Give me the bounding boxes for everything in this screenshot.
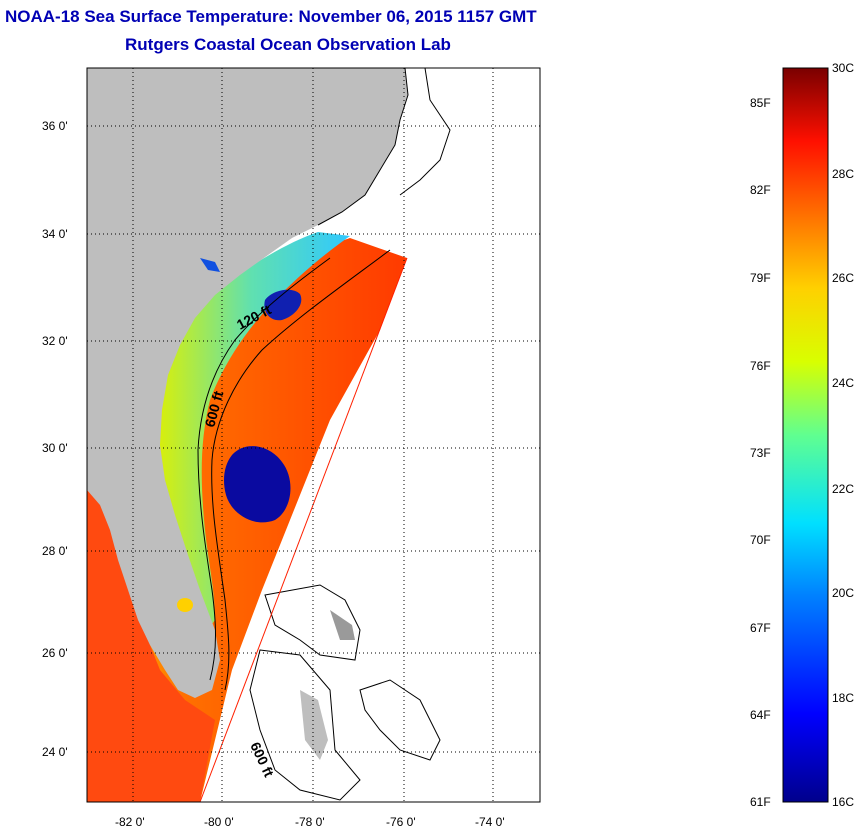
lat-label-32: 32 0' [42, 334, 68, 348]
land-mass [87, 68, 408, 698]
swath-edge [199, 257, 408, 802]
cb-c-24: 24C [832, 376, 854, 390]
cb-f-70: 70F [750, 533, 771, 547]
lat-label-26: 26 0' [42, 646, 68, 660]
coast-outline [317, 68, 409, 226]
lake-okeechobee [177, 598, 193, 612]
lat-label-34: 34 0' [42, 227, 68, 241]
colorbar-fahrenheit-labels: 85F 82F 79F 76F 73F 70F 67F 64F 61F [750, 96, 771, 809]
cb-c-26: 26C [832, 271, 854, 285]
lat-label-30: 30 0' [42, 441, 68, 455]
lat-label-28: 28 0' [42, 544, 68, 558]
cb-c-28: 28C [832, 167, 854, 181]
map-title: NOAA-18 Sea Surface Temperature: Novembe… [5, 7, 537, 26]
map-border [86, 67, 541, 803]
bahamas-contour [249, 584, 441, 801]
lon-label-80: -80 0' [204, 815, 234, 829]
map-subtitle: Rutgers Coastal Ocean Observation Lab [125, 35, 451, 54]
contour-600ft [211, 249, 391, 691]
lon-label-74: -74 0' [475, 815, 505, 829]
lat-label-36: 36 0' [42, 119, 68, 133]
sst-cold-patch-2 [264, 289, 302, 321]
cb-c-22: 22C [832, 482, 854, 496]
cb-f-64: 64F [750, 708, 771, 722]
lon-label-78: -78 0' [295, 815, 325, 829]
longitude-labels: -82 0' -80 0' -78 0' -76 0' -74 0' [115, 815, 505, 829]
bahamas-land [300, 690, 328, 760]
lat-label-24: 24 0' [42, 745, 68, 759]
cb-f-73: 73F [750, 446, 771, 460]
cb-f-76: 76F [750, 359, 771, 373]
map-panel: 120 ft 600 ft 600 ft 36 0' 34 0' 32 0' 3… [42, 67, 541, 829]
cb-f-79: 79F [750, 271, 771, 285]
cb-c-30: 30C [832, 61, 854, 75]
colorbar-celsius-labels: 30C 28C 26C 24C 22C 20C 18C 16C [832, 61, 854, 809]
cb-f-82: 82F [750, 183, 771, 197]
cb-f-61: 61F [750, 795, 771, 809]
cb-f-85: 85F [750, 96, 771, 110]
cb-c-18: 18C [832, 691, 854, 705]
sst-gulf-water [87, 490, 215, 802]
latitude-labels: 36 0' 34 0' 32 0' 30 0' 28 0' 26 0' 24 0… [42, 119, 68, 759]
lake-small [200, 258, 220, 272]
colorbar: 85F 82F 79F 76F 73F 70F 67F 64F 61F 30C … [750, 61, 854, 809]
colorbar-gradient [782, 67, 829, 803]
lon-label-76: -76 0' [386, 815, 416, 829]
contour-120ft [197, 257, 331, 681]
sst-shelf-water [152, 232, 350, 640]
cb-f-67: 67F [750, 621, 771, 635]
cb-c-20: 20C [832, 586, 854, 600]
cb-c-16: 16C [832, 795, 854, 809]
lon-label-82: -82 0' [115, 815, 145, 829]
sst-cold-patch-1 [224, 446, 291, 523]
offshore-contour-north [399, 68, 451, 196]
bahamas-land-2 [330, 610, 355, 640]
